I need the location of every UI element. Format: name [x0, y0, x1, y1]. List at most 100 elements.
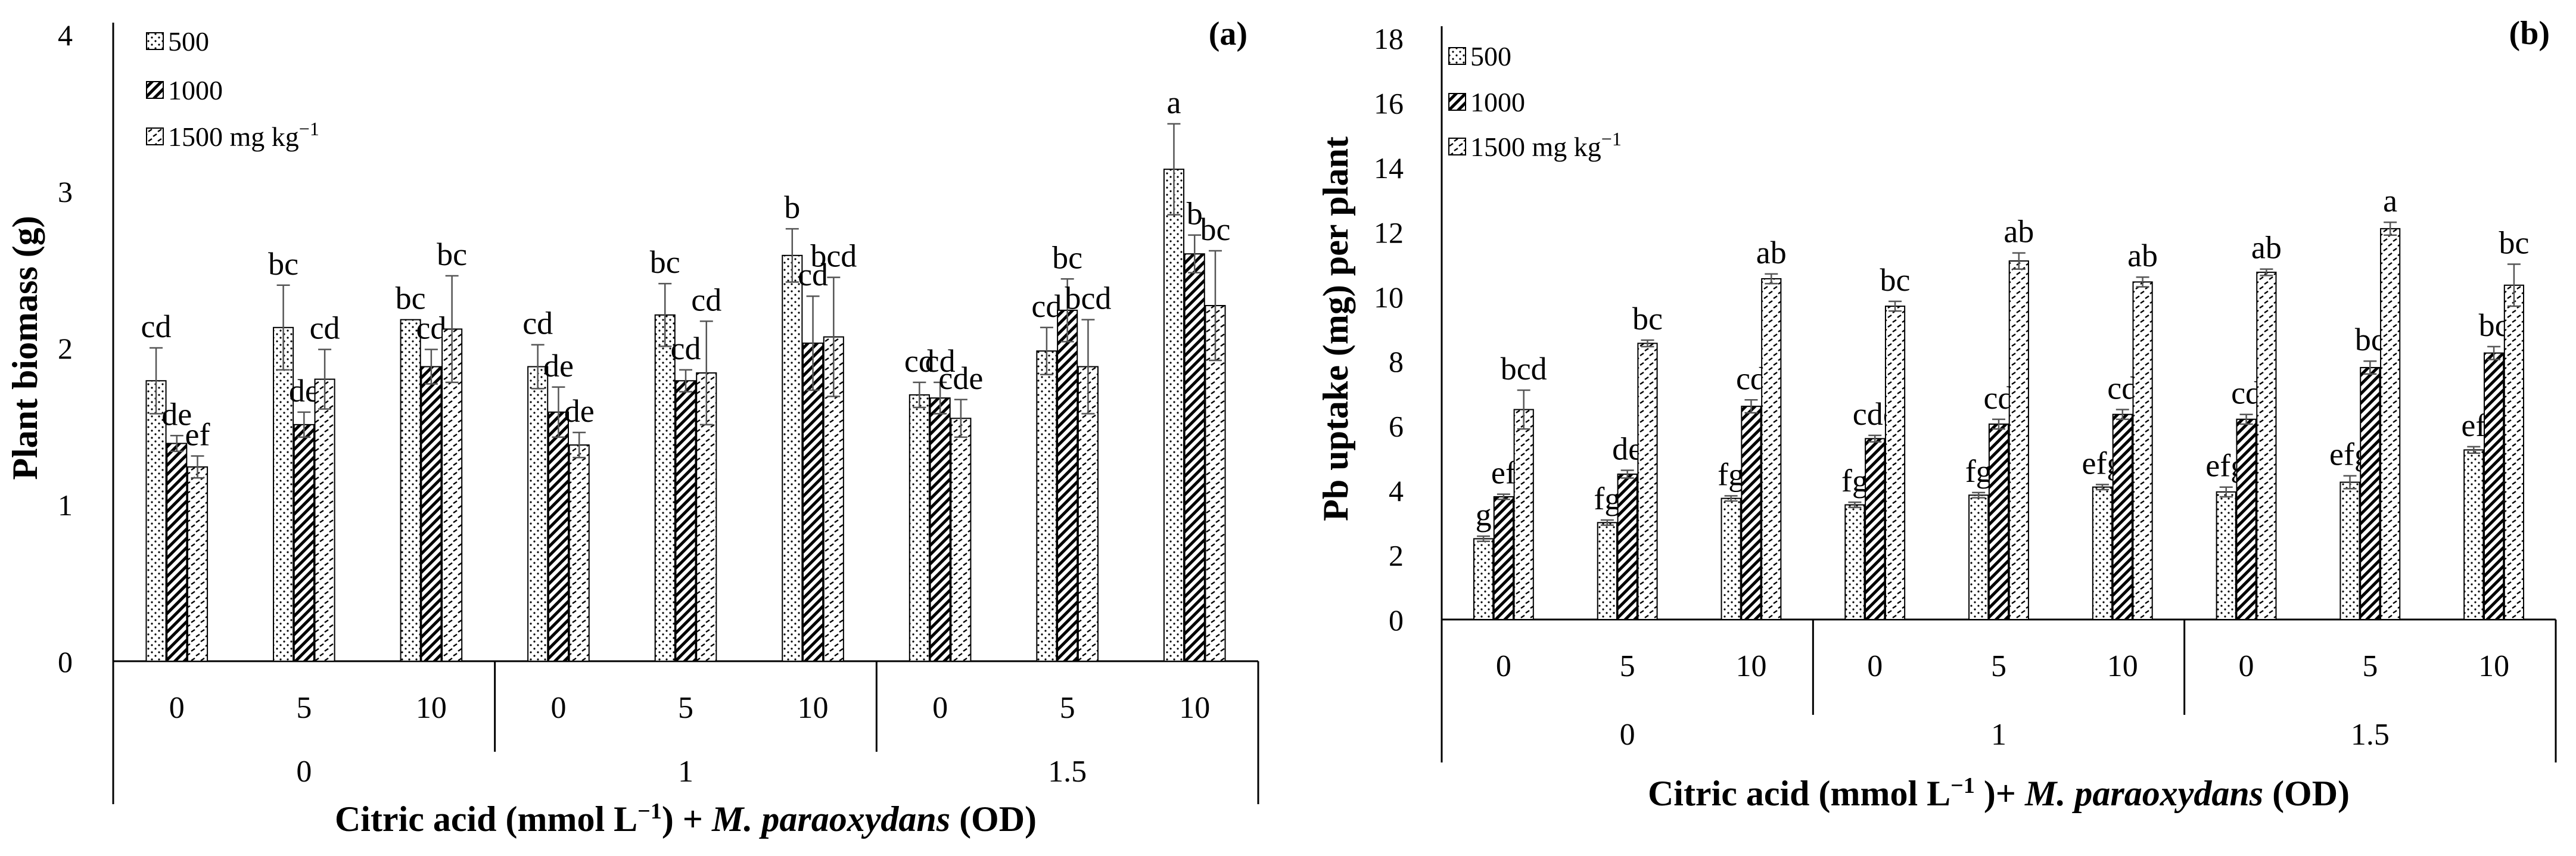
significance-letter: ef	[185, 416, 210, 452]
y-tick-label: 4	[1389, 474, 1404, 508]
significance-letter: ab	[2127, 238, 2158, 273]
legend-swatch	[146, 81, 164, 99]
bar	[1205, 304, 1226, 662]
x-tick-label: 0	[550, 691, 566, 725]
group-label: 0	[1620, 718, 1635, 752]
x-axis-title: Citric acid (mmol L−1 )+ M. paraoxydans …	[1648, 773, 2350, 813]
significance-letter: cde	[938, 360, 983, 396]
bar	[2112, 413, 2133, 620]
legend-entry-text: 500	[168, 26, 209, 57]
bar	[950, 418, 972, 662]
bar	[2092, 486, 2113, 621]
y-axis-title: Pb uptake (mg) per plant	[1316, 136, 1355, 521]
significance-letter: ab	[2251, 230, 2282, 266]
bar	[1597, 522, 1617, 620]
legend-swatch	[1448, 47, 1466, 65]
y-tick-label: 4	[58, 18, 73, 52]
x-axis-title-part: ) +	[662, 799, 712, 839]
bar	[1721, 497, 1741, 621]
significance-letter: cd	[904, 343, 935, 379]
bar	[1617, 474, 1638, 620]
legend-entry-text: 500	[1470, 41, 1511, 71]
y-tick-label: 1	[58, 488, 73, 522]
y-tick-label: 18	[1374, 22, 1404, 55]
bar	[1057, 309, 1078, 662]
x-tick-label: 5	[296, 691, 312, 725]
bar	[547, 411, 569, 662]
x-axis-title-species: M. paraoxydans	[711, 799, 950, 839]
significance-letter: ab	[2003, 214, 2034, 250]
x-axis-title: Citric acid (mmol L−1) + M. paraoxydans …	[335, 799, 1037, 839]
bar	[2503, 284, 2525, 620]
bar	[1968, 494, 1989, 620]
group-label: 0	[296, 755, 312, 789]
bar	[2360, 367, 2381, 620]
x-axis-title-species: M. paraoxydans	[2024, 774, 2263, 813]
x-tick-label: 0	[169, 691, 185, 725]
x-axis-title-part: )+	[1975, 774, 2025, 813]
bar	[166, 443, 188, 662]
bar	[1036, 350, 1057, 662]
legend-swatch	[1448, 138, 1466, 155]
legend-entry: 500	[168, 26, 209, 57]
significance-letter: fg	[1594, 481, 1620, 516]
significance-letter: a	[2383, 183, 2397, 219]
x-tick-label: 10	[798, 691, 829, 725]
y-tick-label: 6	[1389, 410, 1404, 443]
x-tick-label: 10	[1179, 691, 1210, 725]
significance-letter: cd	[416, 310, 446, 346]
significance-letter: cd	[522, 306, 553, 341]
significance-letter: cd	[1031, 288, 1062, 324]
significance-letter: bc	[1200, 211, 1230, 247]
bar	[909, 394, 930, 662]
x-axis-title-part: (OD)	[950, 799, 1037, 839]
significance-letter: a	[1166, 85, 1181, 120]
legend-entry-text: 1000	[1470, 87, 1525, 117]
bar	[2380, 228, 2401, 620]
significance-letter: bc	[396, 281, 426, 316]
bar	[145, 380, 167, 662]
y-tick-label: 0	[58, 645, 73, 678]
bar	[273, 326, 294, 662]
significance-letter: ef	[1491, 455, 1516, 491]
significance-letter: bc	[437, 236, 467, 272]
legend-swatch	[1448, 93, 1466, 111]
bar	[2236, 418, 2257, 620]
x-tick-label: 0	[932, 691, 948, 725]
bar	[2339, 481, 2360, 620]
x-axis-title-part: (OD)	[2263, 774, 2350, 813]
y-tick-label: 3	[58, 175, 73, 208]
significance-letter: bc	[1632, 301, 1663, 337]
bar	[1865, 438, 1886, 620]
significance-letter: g	[1476, 497, 1492, 533]
y-tick-label: 8	[1389, 345, 1404, 378]
bar	[1844, 504, 1865, 620]
significance-letter: b	[784, 189, 800, 225]
bar	[2484, 352, 2505, 621]
bar	[2132, 281, 2153, 620]
group-label: 1.5	[1048, 755, 1087, 789]
significance-letter: bcd	[1065, 281, 1111, 316]
legend-entry-text: 1500 mg kg	[1470, 132, 1601, 162]
legend-entry: 500	[1470, 41, 1511, 71]
bar	[527, 366, 549, 662]
significance-letter: de	[161, 396, 192, 432]
significance-letter: bcd	[1501, 351, 1547, 387]
x-tick-label: 10	[2478, 649, 2509, 683]
x-tick-label: 5	[2362, 649, 2378, 683]
bar	[675, 380, 696, 662]
bar	[400, 319, 421, 662]
x-axis-title-part: Citric acid (mmol L	[1648, 774, 1950, 813]
bar	[1473, 538, 1494, 621]
bar	[2216, 491, 2236, 620]
bar	[314, 378, 335, 662]
bar	[2256, 272, 2277, 621]
bar	[1163, 169, 1185, 662]
x-tick-label: 5	[1991, 649, 2006, 683]
y-tick-label: 0	[1389, 603, 1404, 637]
x-tick-label: 5	[1060, 691, 1075, 725]
x-tick-label: 0	[2239, 649, 2254, 683]
legend-entry-superscript: −1	[299, 118, 319, 139]
